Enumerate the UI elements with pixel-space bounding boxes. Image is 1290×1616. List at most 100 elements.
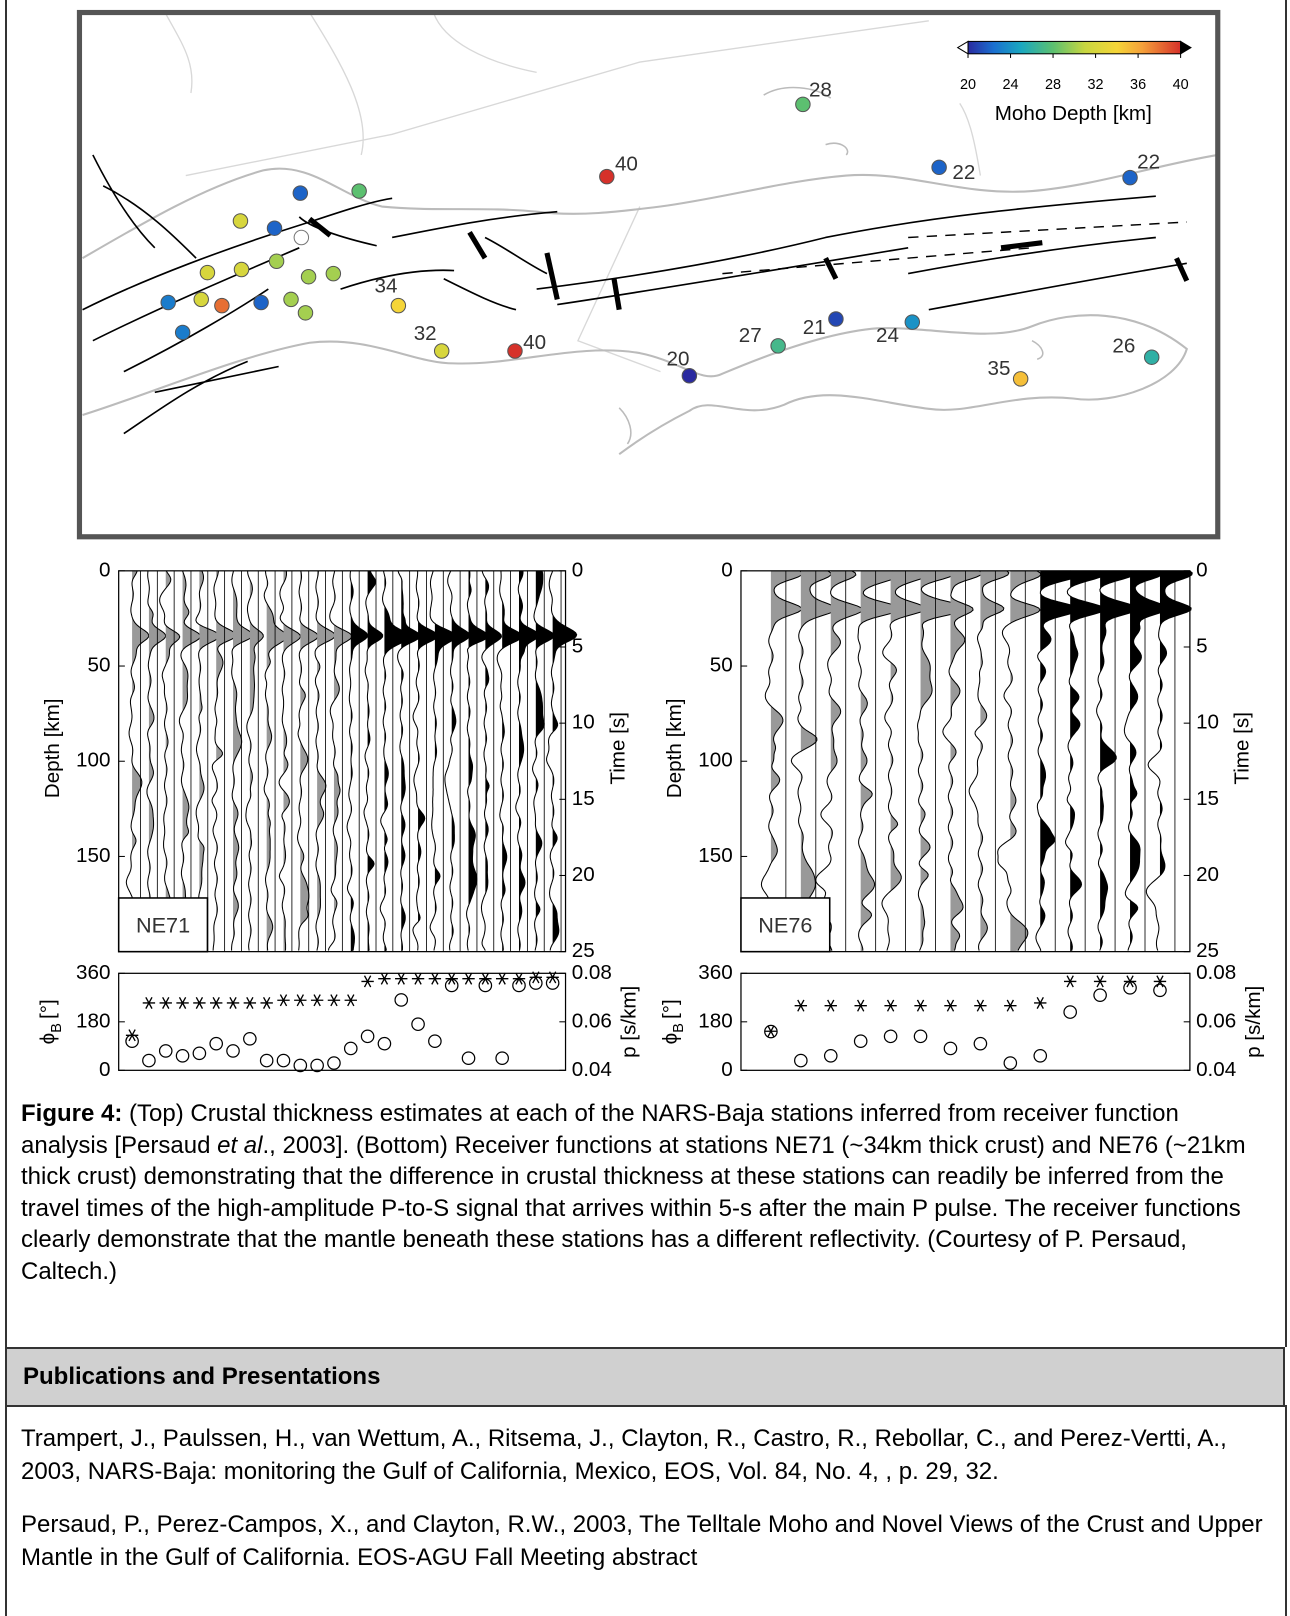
phi-marker xyxy=(244,997,256,1008)
colorbar-end xyxy=(958,41,968,53)
station-label: 22 xyxy=(952,161,975,184)
station-name: NE71 xyxy=(136,913,190,938)
y2-axis-label: p [s/km] xyxy=(1242,986,1265,1058)
p-marker xyxy=(210,1037,222,1049)
phi-subscript: B xyxy=(49,1023,65,1033)
station-label: 27 xyxy=(739,324,762,347)
references: Trampert, J., Paulssen, H., van Wettum, … xyxy=(21,1422,1266,1594)
station xyxy=(508,344,522,358)
y2-tick-label: 0 xyxy=(1196,558,1207,581)
section-title: Publications and Presentations xyxy=(23,1363,380,1391)
station xyxy=(1123,170,1137,184)
p-marker xyxy=(944,1042,956,1054)
phi-marker xyxy=(825,1000,837,1011)
y2-tick-label: 25 xyxy=(1196,939,1219,962)
waveform-fill xyxy=(831,571,863,952)
phi-symbol: ϕ xyxy=(37,1033,60,1045)
station-label: 32 xyxy=(414,322,437,345)
section-header: Publications and Presentations xyxy=(5,1347,1285,1407)
p-marker xyxy=(395,994,407,1006)
colorbar-label: Moho Depth [km] xyxy=(995,102,1152,125)
phi-marker xyxy=(795,1000,807,1011)
y-axis-label: Depth [km] xyxy=(41,698,64,798)
waveform xyxy=(328,571,351,951)
station xyxy=(194,292,208,306)
phi-marker xyxy=(914,1000,926,1011)
waveform xyxy=(882,571,927,951)
station xyxy=(352,184,366,198)
waveform-fill xyxy=(1160,571,1192,952)
phi-unit: [°] xyxy=(659,999,682,1019)
p-marker xyxy=(825,1050,837,1062)
y-axis-label: ϕB[°] xyxy=(659,999,687,1044)
y2-tick-label: 0.08 xyxy=(572,961,612,984)
station-label: 22 xyxy=(1137,151,1160,174)
phi-marker xyxy=(395,973,407,984)
phi-marker xyxy=(1064,976,1076,987)
station-name: NE76 xyxy=(758,913,812,938)
subplot-frame xyxy=(119,973,566,1070)
caption-italic: et al xyxy=(217,1132,262,1159)
phi-marker xyxy=(277,995,289,1006)
y2-tick-label: 0.04 xyxy=(1196,1058,1236,1081)
waveform xyxy=(179,571,200,951)
y-tick-label: 50 xyxy=(87,653,110,676)
station xyxy=(200,265,214,279)
phi-marker xyxy=(496,973,508,984)
waveform xyxy=(533,571,555,951)
station xyxy=(301,269,315,283)
caption: Figure 4: (Top) Crustal thickness estima… xyxy=(21,1098,1266,1287)
phi-marker xyxy=(143,997,155,1008)
y2-axis-label: Time [s] xyxy=(1231,712,1254,785)
p-marker xyxy=(1064,1006,1076,1018)
p-marker xyxy=(126,1035,138,1047)
page: Moho Depth [km] 202428323640284022223432… xyxy=(0,0,1290,1616)
y-tick-label: 150 xyxy=(76,844,110,867)
phi-marker xyxy=(260,997,272,1008)
phi-unit: [°] xyxy=(37,999,60,1019)
y-tick-label: 100 xyxy=(76,749,110,772)
p-marker xyxy=(361,1030,373,1042)
waveform xyxy=(969,571,1009,951)
p-marker xyxy=(795,1054,807,1066)
p-marker xyxy=(193,1047,205,1059)
station xyxy=(1144,350,1158,364)
station xyxy=(161,295,175,309)
phi-marker xyxy=(854,1000,866,1011)
phi-marker xyxy=(378,973,390,984)
waveform xyxy=(918,571,968,951)
y2-axis-label: Time [s] xyxy=(606,712,629,785)
station xyxy=(905,315,919,329)
y-tick-label: 50 xyxy=(710,653,733,676)
station-label: 40 xyxy=(523,331,546,354)
phi-marker xyxy=(294,995,306,1006)
y-tick-label: 0 xyxy=(99,1058,110,1081)
p-marker xyxy=(974,1037,986,1049)
p-marker xyxy=(513,979,525,991)
waveform xyxy=(998,571,1041,951)
y-tick-label: 150 xyxy=(698,844,732,867)
y-tick-label: 360 xyxy=(698,961,732,984)
colorbar-tick-label: 28 xyxy=(1045,77,1061,93)
colorbar-tick-label: 20 xyxy=(960,77,976,93)
station xyxy=(233,214,247,228)
y2-tick-label: 20 xyxy=(1196,863,1219,886)
waveform xyxy=(481,571,501,951)
phi-marker xyxy=(176,997,188,1008)
station xyxy=(391,298,405,312)
y-tick-label: 0 xyxy=(721,1058,732,1081)
waveform xyxy=(791,571,836,951)
y-axis-label: ϕB [°] xyxy=(37,999,65,1044)
p-marker xyxy=(462,1052,474,1064)
figure: Moho Depth [km] 202428323640284022223432… xyxy=(0,0,1290,1088)
p-marker xyxy=(345,1042,357,1054)
waveforms xyxy=(126,571,576,952)
waveform-fill xyxy=(553,571,577,952)
reference: Trampert, J., Paulssen, H., van Wettum, … xyxy=(21,1422,1266,1488)
phi-marker xyxy=(429,973,441,984)
phi-marker xyxy=(1004,1000,1016,1011)
phi-marker xyxy=(412,973,424,984)
y2-tick-label: 0.04 xyxy=(572,1058,612,1081)
p-marker xyxy=(378,1037,390,1049)
y2-tick-label: 0 xyxy=(572,558,583,581)
